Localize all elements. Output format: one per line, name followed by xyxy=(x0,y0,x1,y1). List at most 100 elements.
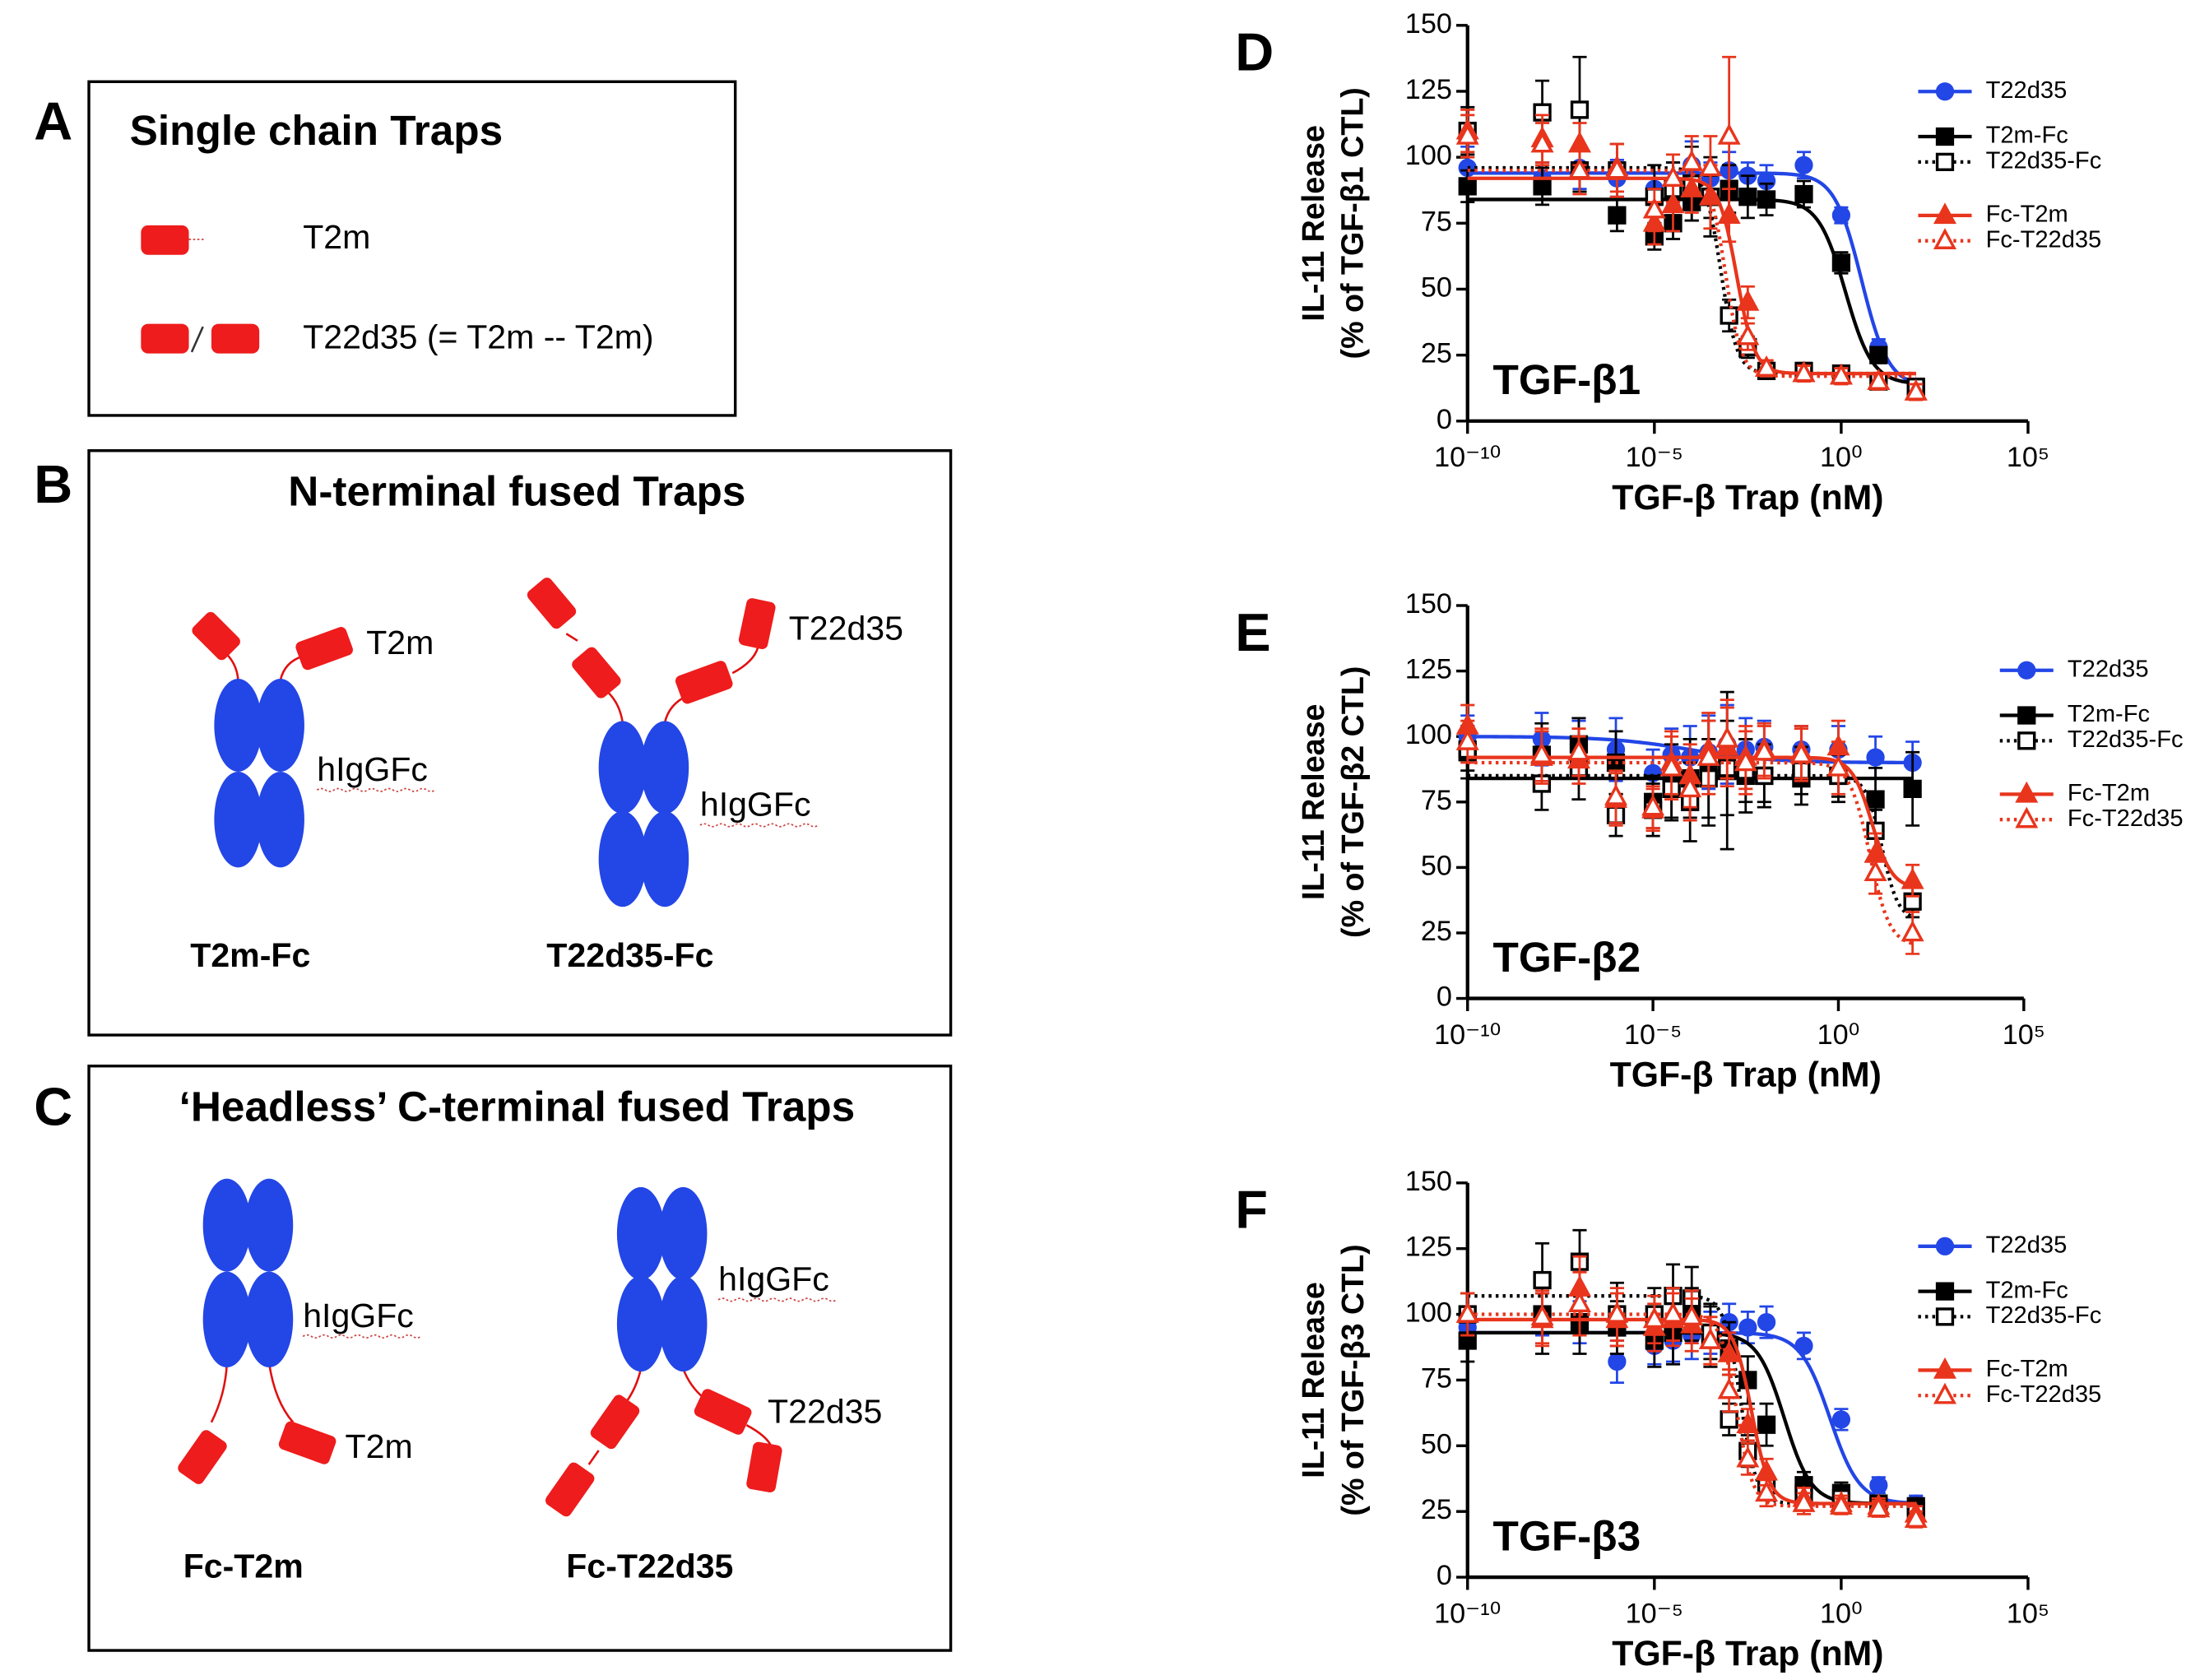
legend-label: Fc-T22d35 xyxy=(1986,1381,2102,1408)
marker xyxy=(1757,190,1776,209)
marker xyxy=(1794,184,1813,204)
marker xyxy=(1734,750,1757,772)
panel-box xyxy=(87,1065,953,1652)
marker xyxy=(1455,123,1479,145)
marker xyxy=(1757,1313,1776,1332)
chart-title: TGF-β1 xyxy=(1493,356,1641,403)
arm-label: T2m xyxy=(366,624,434,661)
marker xyxy=(1901,920,1924,942)
marker xyxy=(1829,363,1853,385)
marker xyxy=(1642,1306,1666,1329)
marker xyxy=(1867,369,1891,390)
legend-label: T22d35 xyxy=(1986,1232,2068,1258)
marker xyxy=(1458,177,1477,196)
marker xyxy=(1755,1480,1779,1502)
marker xyxy=(1933,1382,1956,1404)
marker xyxy=(1661,1301,1685,1323)
panel-title: ‘Headless’ C-terminal fused Traps xyxy=(179,1083,856,1130)
marker xyxy=(1605,1301,1629,1323)
marker xyxy=(1869,346,1888,364)
marker xyxy=(1935,1307,1955,1326)
trap-icon xyxy=(141,225,260,354)
marker xyxy=(1604,783,1628,805)
legend-label: T22d35 xyxy=(1986,77,2068,104)
legend-item: T22d35 xyxy=(1918,1232,2067,1258)
construct-icon xyxy=(545,1186,782,1517)
series xyxy=(1455,1271,1928,1529)
marker xyxy=(1696,745,1720,766)
chart: 0 25 50 75 100 125 150 10⁻¹⁰ 10⁻⁵ 10⁰ 10⁵ F IL-11 Re… xyxy=(1235,1166,2101,1673)
marker xyxy=(1642,197,1666,219)
y-tick-label: 0 xyxy=(1436,982,1452,1013)
legend-label: T2m-Fc xyxy=(1986,1277,2068,1303)
marker xyxy=(1904,1506,1928,1529)
marker xyxy=(1935,82,1955,101)
panel-letter: C xyxy=(34,1077,72,1137)
marker xyxy=(1757,1415,1776,1434)
construct-name: T22d35-Fc xyxy=(546,936,713,974)
marker xyxy=(1831,253,1851,272)
fc-label: hIgGFc xyxy=(303,1297,414,1334)
panel-letter: F xyxy=(1235,1180,1268,1240)
y-tick-label: 25 xyxy=(1421,1494,1452,1525)
construct-name: Fc-T2m xyxy=(183,1548,304,1585)
legend-item: T2m-Fc xyxy=(1918,123,2068,149)
marker xyxy=(1455,1301,1479,1323)
chart-title: TGF-β2 xyxy=(1493,934,1641,981)
y-tick-label: 150 xyxy=(1405,8,1452,39)
marker xyxy=(1608,206,1627,225)
panel-box xyxy=(87,449,953,1037)
legend-item: Fc-T2m xyxy=(1918,1356,2068,1382)
y-tick-label: 75 xyxy=(1421,206,1452,237)
legend-item: Fc-T22d35 xyxy=(1999,805,2184,832)
marker xyxy=(1455,728,1479,750)
x-axis-label: TGF-β Trap (nM) xyxy=(1610,1056,1882,1095)
x-axis-label: TGF-β Trap (nM) xyxy=(1612,478,1883,517)
legend-item: T22d35-Fc xyxy=(1918,1302,2101,1329)
legend-label: T2m-Fc xyxy=(1986,123,2068,149)
marker xyxy=(1720,1410,1738,1429)
legend-label: Fc-T22d35 xyxy=(1986,226,2102,253)
x-tick-label: 10⁻⁵ xyxy=(1626,442,1683,473)
marker xyxy=(1698,155,1722,177)
y-tick-label: 0 xyxy=(1436,404,1452,435)
marker xyxy=(1717,1340,1741,1362)
item-label: T2m xyxy=(303,218,370,256)
legend-label: T22d35-Fc xyxy=(2068,726,2184,753)
marker xyxy=(1935,1282,1955,1301)
marker xyxy=(1566,739,1590,761)
marker xyxy=(1567,157,1591,179)
marker xyxy=(1736,1446,1760,1468)
panel-letter: D xyxy=(1235,22,1274,82)
marker xyxy=(1752,739,1776,761)
marker xyxy=(1529,741,1553,763)
legend-item: T22d35 xyxy=(1918,77,2067,104)
legend-item: Fc-T2m xyxy=(1918,202,2068,228)
marker xyxy=(1826,754,1850,777)
marker xyxy=(1738,1318,1757,1337)
x-tick-label: 10⁻⁵ xyxy=(1626,1598,1683,1629)
construct-name: Fc-T22d35 xyxy=(566,1548,733,1585)
chart-title: TGF-β3 xyxy=(1493,1512,1641,1559)
legend-item: Fc-T22d35 xyxy=(1918,1381,2101,1408)
marker xyxy=(1755,355,1779,377)
y-tick-label: 25 xyxy=(1421,916,1452,947)
x-tick-label: 10⁻⁵ xyxy=(1624,1019,1682,1051)
y-tick-label: 50 xyxy=(1421,850,1452,881)
y-tick-label: 0 xyxy=(1436,1560,1452,1591)
marker xyxy=(1736,1412,1760,1434)
series xyxy=(1455,698,1924,955)
arm-label: T22d35 xyxy=(789,610,903,647)
marker xyxy=(2015,781,2039,803)
marker xyxy=(1605,157,1629,179)
marker xyxy=(2017,661,2036,680)
fc-label: hIgGFc xyxy=(317,750,428,788)
legend-item: T22d35-Fc xyxy=(1918,148,2101,174)
legend-label: T22d35-Fc xyxy=(1986,148,2102,174)
legend-label: Fc-T2m xyxy=(1986,1356,2068,1382)
marker xyxy=(1935,1237,1955,1255)
marker xyxy=(1608,1352,1627,1371)
chart: 0 25 50 75 100 125 150 10⁻¹⁰ 10⁻⁵ 10⁰ 10⁵ E IL-11 Re… xyxy=(1235,588,2183,1095)
